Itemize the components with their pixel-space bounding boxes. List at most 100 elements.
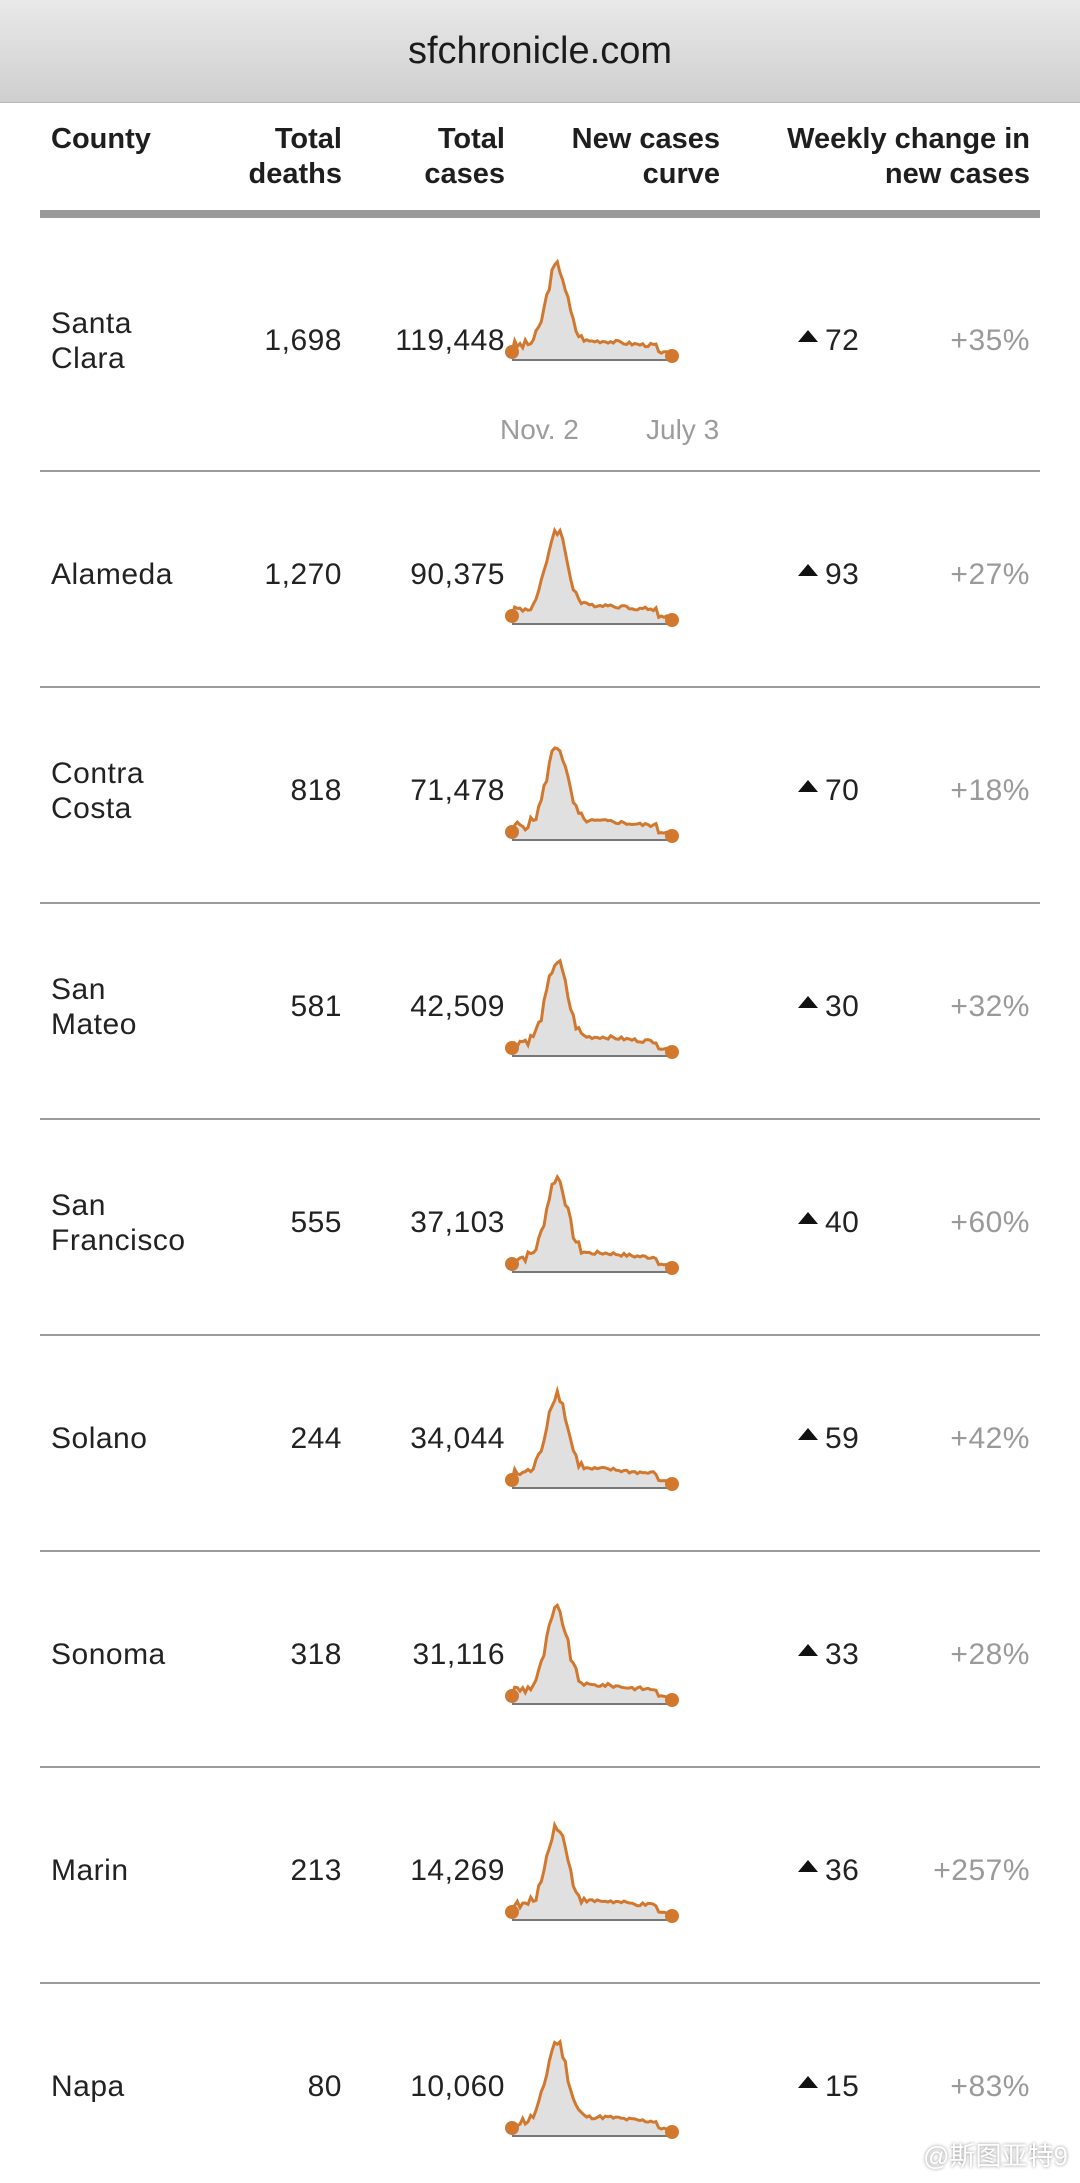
- curve-line: [510, 258, 674, 357]
- browser-address-bar[interactable]: sfchronicle.com: [0, 0, 1080, 103]
- triangle-up-icon: [798, 780, 818, 792]
- weekly-change-percent: +257%: [933, 1854, 1030, 1887]
- curve-end-dot: [665, 1045, 679, 1059]
- table-row: Marin 213 14,269 36 +257%: [40, 1766, 1040, 1984]
- triangle-up-icon: [798, 330, 818, 342]
- total-cases: 119,448: [395, 324, 505, 357]
- curve-area: [512, 530, 672, 624]
- weekly-change-percent: +18%: [950, 774, 1030, 807]
- total-deaths: 818: [290, 774, 342, 807]
- table-header: County Total deaths Total cases New cases c…: [40, 102, 1040, 218]
- curve-end-dot: [665, 349, 679, 363]
- total-cases: 31,116: [412, 1638, 505, 1671]
- county-name: Santa Clara: [51, 307, 132, 375]
- triangle-up-icon: [798, 1428, 818, 1440]
- new-cases-curve-sparkline: [505, 958, 679, 1059]
- county-name: Napa: [51, 2070, 125, 2103]
- county-name: Solano: [51, 1422, 148, 1455]
- new-cases-curve-sparkline: [505, 1602, 679, 1707]
- curve-start-dot: [505, 1041, 519, 1055]
- curve-area: [512, 747, 672, 840]
- new-cases-curve-sparkline: [505, 1385, 679, 1491]
- table-row: San Francisco 555 37,103 40 +60%: [40, 1118, 1040, 1336]
- county-name: San Mateo: [51, 973, 137, 1041]
- weekly-change-value: 36: [798, 1853, 898, 1888]
- url-text: sfchronicle.com: [408, 29, 672, 72]
- header-weekly-change: Weekly change in new cases: [787, 123, 1030, 190]
- watermark: @斯图亚特9: [923, 2141, 1068, 2171]
- new-cases-curve-sparkline: [505, 258, 679, 363]
- weekly-change-value: 59: [798, 1421, 898, 1456]
- axis-start-label: Nov. 2: [500, 414, 579, 445]
- curve-line: [510, 2038, 674, 2134]
- new-cases-curve-sparkline: [505, 526, 679, 627]
- header-total-cases: Total cases: [424, 123, 505, 190]
- curve-end-dot: [665, 1693, 679, 1707]
- header-total-deaths: Total deaths: [248, 123, 342, 190]
- axis-end-label: July 3: [646, 414, 720, 445]
- triangle-up-icon: [798, 1212, 818, 1224]
- weekly-change-percent: +32%: [950, 990, 1030, 1023]
- table-row: San Mateo 581 42,509 30 +32%: [40, 902, 1040, 1120]
- weekly-change-value: 15: [798, 2069, 898, 2104]
- curve-start-dot: [505, 345, 519, 359]
- curve-start-dot: [505, 1689, 519, 1703]
- total-deaths: 555: [290, 1206, 342, 1239]
- total-deaths: 213: [290, 1854, 342, 1887]
- curve-area: [512, 1605, 672, 1704]
- curve-end-dot: [665, 1261, 679, 1275]
- curve-area: [512, 2041, 672, 2136]
- total-cases: 14,269: [410, 1854, 505, 1887]
- curve-end-dot: [665, 1477, 679, 1491]
- total-cases: 34,044: [410, 1422, 505, 1455]
- weekly-change-value: 70: [798, 773, 898, 808]
- weekly-change-percent: +35%: [950, 324, 1030, 357]
- weekly-change-percent: +60%: [950, 1206, 1030, 1239]
- header-county: County: [51, 123, 151, 155]
- header-new-cases-curve: New cases curve: [571, 123, 720, 190]
- curve-start-dot: [505, 609, 519, 623]
- curve-line: [510, 1602, 674, 1702]
- total-deaths: 244: [290, 1422, 342, 1455]
- table-row: Contra Costa 818 71,478 70 +18%: [40, 686, 1040, 904]
- total-cases: 37,103: [410, 1206, 505, 1239]
- triangle-up-icon: [798, 1644, 818, 1656]
- weekly-change-percent: +28%: [950, 1638, 1030, 1671]
- weekly-change-percent: +27%: [950, 558, 1030, 591]
- total-deaths: 80: [307, 2070, 342, 2103]
- triangle-up-icon: [798, 2076, 818, 2088]
- curve-area: [512, 1177, 672, 1272]
- curve-end-dot: [665, 829, 679, 843]
- curve-start-dot: [505, 1257, 519, 1271]
- total-cases: 42,509: [410, 990, 505, 1023]
- curve-line: [510, 1385, 674, 1485]
- weekly-change-value: 40: [798, 1205, 898, 1240]
- curve-line: [510, 958, 674, 1053]
- weekly-change-value: 30: [798, 989, 898, 1024]
- curve-area: [512, 1391, 672, 1488]
- curve-line: [510, 746, 674, 837]
- total-deaths: 581: [290, 990, 342, 1023]
- new-cases-curve-sparkline: [505, 2038, 679, 2139]
- curve-start-dot: [505, 1905, 519, 1919]
- curve-area: [512, 261, 672, 360]
- table-row: Santa Clara 1,698 119,448 Nov. 2 July 3 72 +35%: [40, 218, 1040, 472]
- county-name: Alameda: [51, 558, 173, 591]
- curve-start-dot: [505, 825, 519, 839]
- total-deaths: 1,270: [264, 558, 342, 591]
- weekly-change-value: 72: [798, 323, 898, 358]
- total-cases: 71,478: [410, 774, 505, 807]
- curve-area: [512, 1825, 672, 1920]
- triangle-up-icon: [798, 996, 818, 1008]
- table-row: Napa 80 10,060 15 +83%: [40, 1982, 1040, 2183]
- total-deaths: 318: [290, 1638, 342, 1671]
- county-name: Contra Costa: [51, 757, 145, 825]
- curve-end-dot: [665, 1909, 679, 1923]
- curve-end-dot: [665, 2125, 679, 2139]
- new-cases-curve-sparkline: [505, 1173, 679, 1275]
- curve-area: [512, 960, 672, 1056]
- curve-end-dot: [665, 613, 679, 627]
- county-name: Sonoma: [51, 1638, 166, 1671]
- new-cases-curve-sparkline: [505, 1820, 679, 1923]
- weekly-change-value: 33: [798, 1637, 898, 1672]
